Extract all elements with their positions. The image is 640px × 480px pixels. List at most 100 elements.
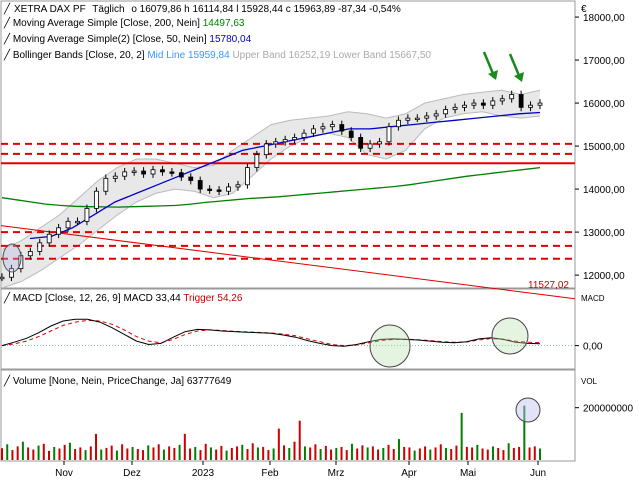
volume-bar [460, 412, 463, 460]
price-y-tick-label: 16000,00 [583, 99, 625, 110]
volume-bar [21, 441, 24, 460]
volume-bar [371, 446, 374, 460]
volume-bar [450, 449, 453, 460]
bb-lower-value: 15667,50 [389, 50, 431, 61]
price-candle [122, 171, 128, 177]
volume-bar [215, 449, 218, 460]
ma200-params: [Close, 200, Nein] [120, 18, 200, 29]
volume-label: Volume [13, 376, 47, 387]
x-tick-label: Mrz [328, 468, 345, 479]
volume-bar [53, 446, 56, 460]
volume-bar [392, 449, 395, 460]
macd-value: 33,44 [156, 293, 181, 304]
price-y-tick-label: 13000,00 [583, 228, 625, 239]
volume-bar [523, 405, 526, 460]
volume-bar [68, 442, 71, 460]
annotation-arrow-head [514, 72, 524, 82]
bb-label: Bollinger Bands [13, 50, 83, 61]
price-candle [75, 220, 80, 224]
volume-bar [89, 446, 92, 460]
ma50-value: 15780,04 [209, 34, 251, 45]
price-candle [405, 117, 411, 121]
price-candle [216, 189, 222, 192]
ma200-value: 14497,63 [203, 18, 245, 29]
price-candle [263, 143, 269, 156]
price-candle [490, 100, 496, 106]
volume-bar [95, 433, 98, 460]
price-candle [443, 109, 449, 115]
macd-axis-label: MACD [581, 294, 605, 303]
price-candle [358, 137, 364, 149]
volume-bar [11, 450, 14, 460]
bb-upper-label: Upper Band [232, 50, 285, 61]
price-candle [273, 141, 279, 145]
legend-ma50: ╱ Moving Average Simple(2) [Close, 50, N… [3, 32, 252, 45]
ohlc-values: o 16079,86 h 16114,84 l 15928,44 c 15963… [131, 4, 401, 15]
price-candle [311, 128, 316, 134]
volume-bar [324, 445, 327, 460]
price-y-tick-label: 14000,00 [583, 185, 625, 196]
volume-bar [497, 447, 500, 460]
trendline-value-label: 11527,02 [528, 280, 569, 291]
price-candle [471, 102, 477, 106]
volume-bar [262, 446, 265, 460]
price-candle [499, 98, 505, 102]
price-y-tick-label: 15000,00 [583, 142, 625, 153]
price-candle [528, 104, 533, 108]
macd-line [1, 318, 541, 347]
volume-bar [42, 443, 45, 460]
volume-bar [74, 449, 77, 460]
bollinger-band-area [2, 90, 540, 288]
bb-mid-value: 15959,84 [188, 50, 230, 61]
volume-bar [350, 443, 353, 460]
annotation-circle [2, 243, 22, 273]
volume-bar [84, 450, 87, 460]
price-candle [329, 124, 335, 128]
volume-bar [152, 447, 155, 460]
volume-bar [439, 444, 442, 460]
price-candle [141, 170, 146, 175]
volume-bar [256, 447, 259, 460]
volume-bar [345, 450, 348, 460]
volume-bar [277, 428, 280, 460]
price-candle [339, 124, 345, 132]
macd-header: ╱ MACD [Close, 12, 26, 9] MACD 33,44 Tri… [3, 291, 243, 304]
volume-header: ╱ Volume [None, Nein, PriceChange, Ja] 6… [3, 374, 232, 387]
volume-bar [340, 446, 343, 460]
price-y-tick-label: 17000,00 [583, 56, 625, 67]
volume-bar [539, 448, 541, 460]
price-y-tick-label: 18000,00 [583, 13, 625, 24]
volume-bar [58, 448, 61, 460]
volume-bar [147, 445, 150, 460]
volume-bar [236, 446, 239, 460]
volume-bar [314, 444, 317, 460]
macd-panel-frame [0, 288, 576, 370]
volume-bar [6, 444, 9, 460]
volume-bar [471, 447, 474, 460]
trigger-label: Trigger [183, 293, 215, 304]
volume-bar [361, 445, 364, 460]
volume-bar [63, 444, 66, 460]
macd-params: [Close, 12, 26, 9] [45, 293, 121, 304]
price-candle [93, 190, 99, 209]
price-candle [462, 104, 467, 108]
price-candle [245, 167, 250, 186]
volume-bar [455, 445, 458, 460]
price-candle [197, 180, 203, 190]
price-candle [292, 137, 297, 141]
price-candle [112, 175, 118, 179]
macd-annotation-circle [491, 317, 529, 355]
price-candle [84, 208, 90, 222]
volume-bar [37, 445, 40, 460]
price-candle [9, 268, 14, 278]
price-candle [150, 169, 156, 175]
volume-bar [142, 450, 145, 460]
volume-bar [298, 420, 301, 460]
volume-bar [512, 447, 515, 460]
volume-bar [79, 447, 82, 460]
volume-bar [241, 444, 244, 460]
price-header: XETRA DAX PF Täglich o 16079,86 h 16114,… [14, 4, 401, 15]
volume-bar [48, 450, 51, 460]
volume-bar [225, 450, 228, 460]
